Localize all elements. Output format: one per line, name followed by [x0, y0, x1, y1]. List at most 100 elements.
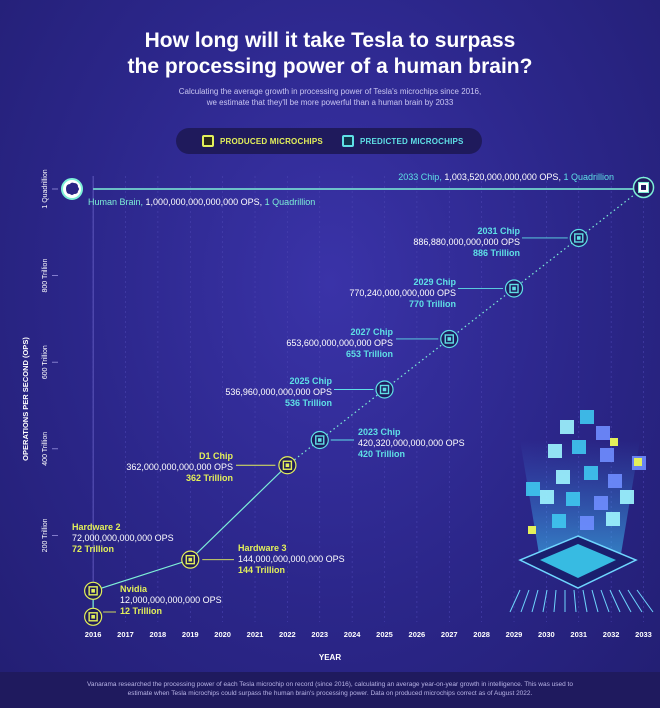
footnote: Vanarama researched the processing power…: [0, 672, 660, 708]
annotation-name: 2023 Chip: [358, 427, 401, 437]
annotation-ops: 12,000,000,000,000 OPS: [120, 595, 222, 605]
legend-predicted: PREDICTED MICROCHIPS: [342, 128, 464, 154]
brain-icon-shape: [66, 182, 79, 195]
annotation-ops: 144,000,000,000,000 OPS: [238, 554, 345, 564]
chip-core-dot: [382, 387, 387, 392]
y-tick-label: 200 Trillion: [42, 518, 49, 552]
data-cube: [580, 516, 594, 530]
annotation-d1-chip: D1 Chip 362,000,000,000,000 OPS 362 Tril…: [126, 451, 233, 484]
accent-cube: [528, 526, 536, 534]
produced-series-line: [92, 464, 288, 617]
data-cube: [560, 420, 574, 434]
chip-square: [88, 612, 98, 622]
chip-square: [282, 460, 293, 470]
x-tick-label: 2027: [441, 630, 458, 639]
circuit-trace: [553, 589, 557, 613]
x-tick-label: 2018: [150, 630, 167, 639]
x-tick-label: 2029: [506, 630, 523, 639]
circuit-trace: [582, 589, 588, 613]
chart-legend: PRODUCED MICROCHIPS PREDICTED MICROCHIPS: [176, 128, 482, 154]
chip-square: [88, 586, 98, 596]
circuit-trace: [520, 589, 530, 613]
footnote-line-1: Vanarama researched the processing power…: [87, 681, 573, 688]
data-cube: [580, 410, 594, 424]
annotation-trillion: 420 Trillion: [358, 449, 406, 459]
annotation-ops: 770,240,000,000,000 OPS: [349, 288, 456, 298]
x-tick-label: 2017: [117, 630, 134, 639]
circuit-trace: [531, 589, 539, 613]
x-tick-label: 2025: [376, 630, 393, 639]
x-tick-label: 2019: [182, 630, 199, 639]
x-tick-label: 2033: [635, 630, 652, 639]
annotation-trillion: 770 Trillion: [408, 299, 456, 309]
y-axis-label: OPERATIONS PER SECOND (OPS): [21, 337, 30, 461]
chip-core-dot: [188, 557, 193, 562]
x-tick-label: 2032: [603, 630, 620, 639]
annotation-name: 2025 Chip: [289, 376, 332, 386]
brain-icon: [61, 177, 83, 200]
data-cube: [566, 492, 580, 506]
annotation-2025-chip: 2025 Chip 536,960,000,000,000 OPS 536 Tr…: [225, 376, 332, 409]
human-brain-label: Human Brain, 1,000,000,000,000,000 OPS, …: [88, 197, 315, 207]
data-cube: [548, 444, 562, 458]
data-cube: [608, 474, 622, 488]
annotation-trillion: 536 Trillion: [284, 398, 332, 408]
annotation-2023-chip: 2023 Chip 420,320,000,000,000 OPS 420 Tr…: [358, 427, 465, 460]
chip-square: [574, 233, 584, 243]
chip-square: [509, 283, 519, 294]
annotation-2029-chip: 2029 Chip 770,240,000,000,000 OPS 770 Tr…: [349, 277, 456, 310]
y-tick-label: 400 Trillion: [42, 432, 49, 466]
predicted-chip-marker-2: [440, 329, 459, 349]
x-tick-label: 2026: [409, 630, 426, 639]
predicted-chip-marker-4: [569, 228, 588, 248]
accent-cube: [634, 458, 642, 466]
annotation-ops: 536,960,000,000,000 OPS: [225, 387, 332, 397]
produced-chip-icon: [202, 135, 214, 147]
annotation-ops: 886,880,000,000,000 OPS: [413, 237, 520, 247]
circuit-trace: [542, 589, 548, 613]
x-tick-label: 2031: [570, 630, 587, 639]
annotation-ops: 72,000,000,000,000 OPS: [72, 533, 174, 543]
chip-2033-label: 2033 Chip, 1,003,520,000,000,000 OPS, 1 …: [398, 172, 614, 182]
x-tick-label: 2020: [214, 630, 231, 639]
predicted-chip-icon: [342, 135, 354, 147]
x-tick-label: 2021: [247, 630, 264, 639]
chip-core: [540, 544, 616, 578]
legend-produced-label: PRODUCED MICROCHIPS: [220, 136, 323, 146]
annotation-trillion: 72 Trillion: [72, 544, 115, 554]
annotation-name: 2027 Chip: [350, 327, 393, 337]
x-tick-label: 2016: [85, 630, 102, 639]
x-tick-label: 2023: [311, 630, 328, 639]
annotation-ops: 362,000,000,000,000 OPS: [126, 462, 233, 472]
subtitle-line-1: Calculating the average growth in proces…: [178, 87, 482, 96]
predicted-chip-marker-3: [504, 279, 524, 298]
human-brain-name: Human Brain,: [88, 197, 144, 207]
produced-chip-marker-0: [84, 607, 103, 626]
annotation-name: Nvidia: [120, 584, 148, 594]
produced-chip-marker-2: [181, 550, 200, 569]
x-tick-label: 2030: [538, 630, 555, 639]
footnote-line-2: estimate when Tesla microchips could sur…: [127, 690, 533, 697]
annotation-trillion: 144 Trillion: [238, 565, 286, 575]
annotation-name: 2031 Chip: [477, 226, 520, 236]
chip-2033-name: 2033 Chip,: [398, 172, 442, 182]
data-cube: [552, 514, 566, 528]
produced-chip-marker-1: [84, 581, 103, 600]
title-line-2: the processing power of a human brain?: [127, 55, 533, 78]
annotation-hardware-3: Hardware 3 144,000,000,000,000 OPS 144 T…: [238, 543, 345, 576]
predicted-chip-marker-1: [375, 380, 394, 399]
circuit-trace: [618, 589, 632, 613]
annotation-trillion: 12 Trillion: [120, 606, 163, 616]
annotation-name: Hardware 2: [72, 522, 121, 532]
data-cube: [594, 496, 608, 510]
data-cube: [596, 426, 610, 440]
human-brain-ops: 1,000,000,000,000,000 OPS,: [145, 197, 263, 207]
y-tick-label: 600 Trillion: [42, 345, 49, 379]
chip-2033-marker: [632, 176, 655, 199]
chip-square: [315, 435, 325, 445]
circuit-trace: [573, 589, 577, 613]
human-brain-unit: 1 Quadrillion: [264, 197, 316, 207]
circuit-trace: [627, 589, 643, 613]
data-cube: [556, 470, 570, 484]
